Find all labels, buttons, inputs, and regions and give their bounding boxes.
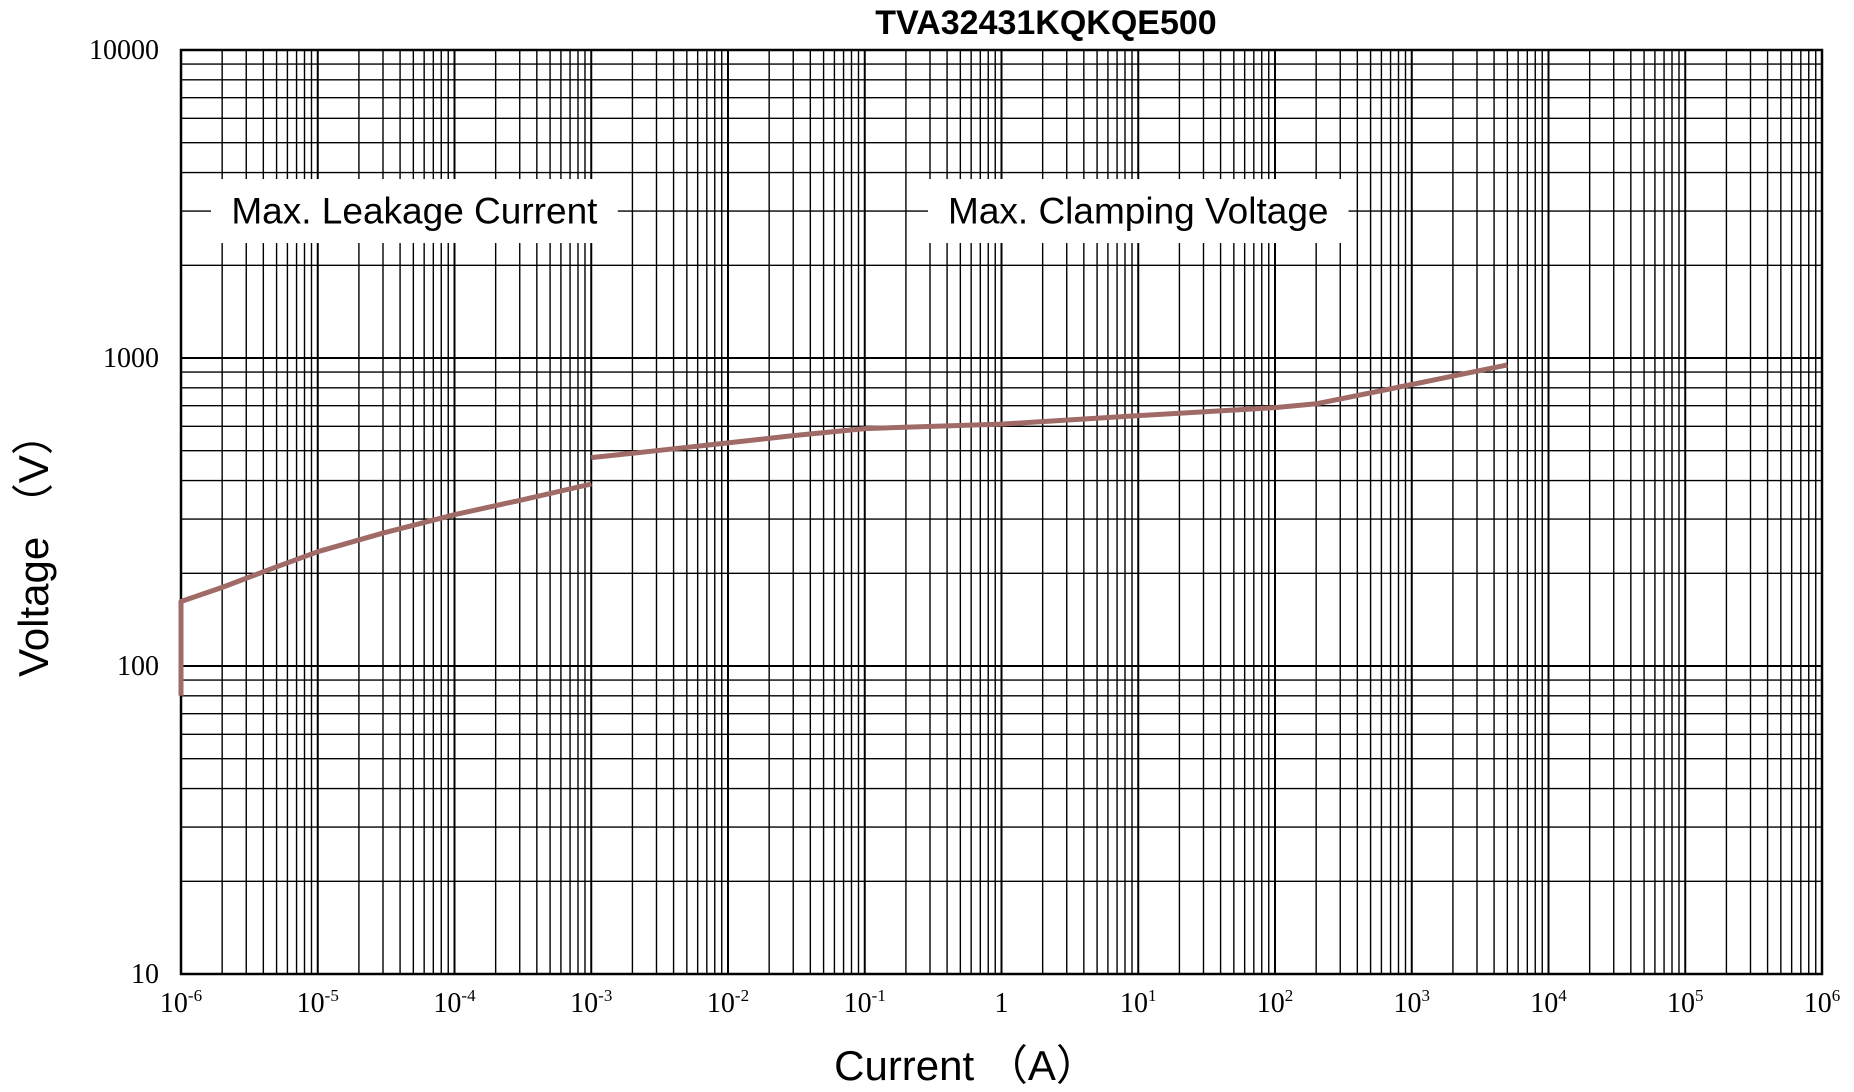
y-tick-label: 100 xyxy=(117,651,159,682)
x-tick-base: 10 xyxy=(297,988,325,1019)
x-tick-exponent: 3 xyxy=(1422,986,1431,1005)
x-tick-label: 1 xyxy=(995,988,1009,1019)
x-tick-label: 105 xyxy=(1667,986,1704,1019)
x-tick-exponent: 2 xyxy=(1285,986,1294,1005)
x-tick-base: 10 xyxy=(707,988,735,1019)
plot-lines xyxy=(178,362,1508,696)
x-tick-exponent: -3 xyxy=(598,986,612,1005)
chart-title: TVA32431KQKQE500 xyxy=(875,4,1216,42)
x-tick-label: 101 xyxy=(1120,986,1157,1019)
series-line-clamping xyxy=(591,362,1508,461)
y-tick-label: 10000 xyxy=(89,35,159,66)
annotation-label: Max. Leakage Current xyxy=(231,191,598,232)
x-tick-base: 10 xyxy=(1394,988,1422,1019)
x-tick-label: 10-1 xyxy=(844,986,886,1019)
x-tick-label: 10-2 xyxy=(707,986,749,1019)
x-tick-exponent: -2 xyxy=(735,986,749,1005)
annotation-label: Max. Clamping Voltage xyxy=(948,191,1328,232)
x-tick-base: 10 xyxy=(160,988,188,1019)
x-tick-exponent: -5 xyxy=(325,986,339,1005)
plot-frame xyxy=(179,48,1824,976)
tick-labels: 10-6 10-5 10-4 10-3 10-2 10-1 1 101 102 103 104 105… xyxy=(89,35,1840,1019)
x-tick-base: 10 xyxy=(1530,988,1558,1019)
x-tick-base: 1 xyxy=(995,988,1009,1019)
x-tick-exponent: 1 xyxy=(1148,986,1157,1005)
x-tick-base: 10 xyxy=(570,988,598,1019)
series-line-leakage xyxy=(178,481,592,696)
x-tick-exponent: -6 xyxy=(188,986,202,1005)
annotation-box xyxy=(928,179,1349,244)
x-tick-label: 10-4 xyxy=(433,986,476,1019)
grid-lines xyxy=(179,48,1824,976)
x-tick-exponent: 4 xyxy=(1558,986,1567,1005)
x-tick-label: 102 xyxy=(1257,986,1294,1019)
x-axis-label: Current （A） xyxy=(834,1042,1098,1089)
x-tick-base: 10 xyxy=(1667,988,1695,1019)
x-tick-base: 10 xyxy=(1120,988,1148,1019)
x-tick-exponent: -4 xyxy=(461,986,476,1005)
x-tick-label: 10-6 xyxy=(160,986,202,1019)
x-tick-exponent: -1 xyxy=(872,986,886,1005)
x-tick-base: 10 xyxy=(844,988,872,1019)
y-axis-label: Voltage （V） xyxy=(10,413,57,677)
annotation-box xyxy=(211,179,618,244)
x-tick-exponent: 5 xyxy=(1695,986,1704,1005)
y-tick-label: 1000 xyxy=(103,343,159,374)
x-tick-label: 106 xyxy=(1804,986,1841,1019)
x-tick-label: 104 xyxy=(1530,986,1567,1019)
x-tick-exponent: 6 xyxy=(1832,986,1841,1005)
x-tick-label: 10-5 xyxy=(297,986,339,1019)
x-tick-base: 10 xyxy=(1257,988,1285,1019)
x-tick-base: 10 xyxy=(433,988,461,1019)
x-tick-label: 103 xyxy=(1394,986,1431,1019)
annotations: Max. Leakage Current Max. Clamping Voltag… xyxy=(211,179,1349,244)
y-tick-label: 10 xyxy=(131,959,159,990)
x-tick-base: 10 xyxy=(1804,988,1832,1019)
x-tick-label: 10-3 xyxy=(570,986,612,1019)
